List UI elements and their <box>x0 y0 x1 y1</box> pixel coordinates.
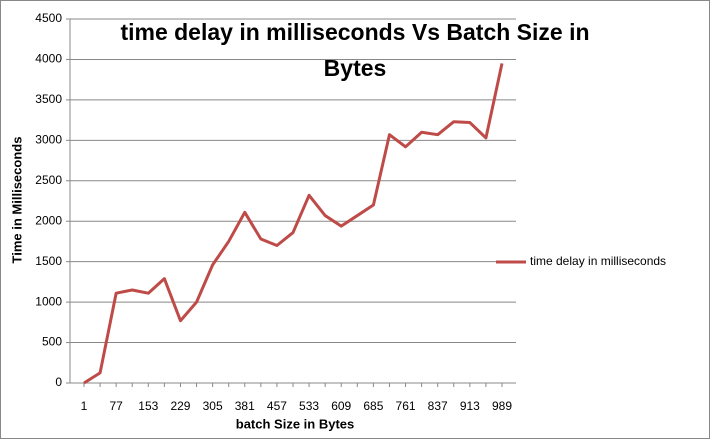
x-tick-label: 153 <box>138 399 158 413</box>
y-tick-label: 4000 <box>35 52 62 66</box>
x-tick-label: 913 <box>460 399 480 413</box>
x-tick-label: 761 <box>396 399 416 413</box>
y-tick-label: 1000 <box>35 294 62 308</box>
x-tick-label: 305 <box>203 399 223 413</box>
y-tick-label: 3000 <box>35 133 62 147</box>
y-tick-label: 2500 <box>35 173 62 187</box>
x-tick-label: 685 <box>363 399 383 413</box>
x-tick-label: 381 <box>235 399 255 413</box>
y-tick-label: 3500 <box>35 92 62 106</box>
x-tick-label: 1 <box>81 399 88 413</box>
x-tick-label: 229 <box>170 399 190 413</box>
legend-label: time delay in milliseconds <box>530 254 666 268</box>
y-tick-label: 4500 <box>35 11 62 25</box>
y-axis-title: Time in Milliseconds <box>9 137 24 264</box>
y-tick-label: 500 <box>42 335 62 349</box>
x-tick-label: 457 <box>267 399 287 413</box>
y-tick-label: 0 <box>55 375 62 389</box>
x-tick-label: 533 <box>299 399 319 413</box>
x-tick-label: 77 <box>109 399 123 413</box>
chart-title: time delay in milliseconds Vs Batch Size… <box>120 19 590 81</box>
x-tick-label: 837 <box>428 399 448 413</box>
y-tick-label: 1500 <box>35 254 62 268</box>
data-line <box>83 63 504 385</box>
x-axis-title: batch Size in Bytes <box>236 416 354 431</box>
x-tick-label: 989 <box>492 399 512 413</box>
x-tick-label: 609 <box>331 399 351 413</box>
y-tick-label: 2000 <box>35 213 62 227</box>
